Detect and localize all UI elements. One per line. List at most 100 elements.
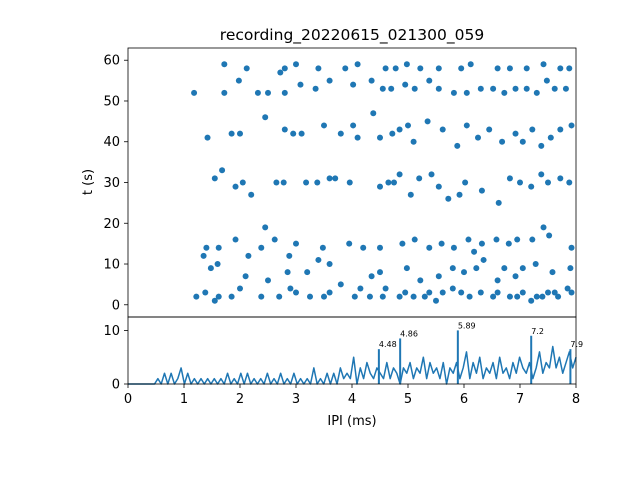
raster-point bbox=[555, 293, 562, 300]
raster-point bbox=[284, 269, 291, 276]
raster-point bbox=[379, 293, 386, 300]
raster-point bbox=[533, 89, 540, 96]
raster-point bbox=[396, 293, 403, 300]
raster-point bbox=[281, 126, 288, 133]
histogram-x-ticks: 0 1 2 3 4 5 6 7 8 bbox=[124, 384, 580, 407]
raster-point bbox=[337, 130, 344, 137]
histogram-peak-labels: 4.484.86 5.89 7.2 7.9 bbox=[377, 321, 583, 384]
raster-point bbox=[417, 277, 424, 284]
raster-point bbox=[568, 289, 575, 296]
raster-point bbox=[421, 293, 428, 300]
raster-point bbox=[433, 297, 439, 304]
raster-point bbox=[326, 289, 333, 296]
raster-point bbox=[293, 61, 299, 68]
raster-point bbox=[214, 261, 221, 268]
raster-point bbox=[506, 65, 513, 72]
raster-point bbox=[281, 65, 288, 72]
raster-point bbox=[388, 85, 395, 92]
raster-point bbox=[435, 183, 442, 190]
raster-point bbox=[557, 175, 564, 182]
raster-point bbox=[239, 179, 246, 186]
raster-point bbox=[449, 285, 456, 292]
histogram-panel: 4.484.86 5.89 7.2 7.9 0 10 0 1 2 3 4 5 6 7 8 IPI (ms… bbox=[103, 316, 583, 429]
raster-point bbox=[493, 236, 500, 243]
raster-y-tick-label: 0 bbox=[112, 298, 120, 313]
raster-point bbox=[245, 252, 252, 259]
raster-point bbox=[232, 236, 239, 243]
raster-point bbox=[505, 240, 512, 247]
raster-point bbox=[463, 89, 470, 96]
raster-point bbox=[411, 85, 418, 92]
raster-point bbox=[512, 85, 519, 92]
raster-point bbox=[568, 244, 575, 251]
raster-point bbox=[514, 293, 521, 300]
raster-y-tick-label: 30 bbox=[103, 176, 120, 191]
raster-point bbox=[519, 289, 526, 296]
raster-point bbox=[382, 65, 389, 72]
raster-point bbox=[426, 244, 433, 251]
raster-point bbox=[280, 179, 287, 186]
raster-point bbox=[366, 293, 373, 300]
raster-point bbox=[368, 77, 375, 84]
raster-point bbox=[529, 236, 536, 243]
raster-point bbox=[566, 65, 573, 72]
raster-point bbox=[546, 232, 553, 239]
raster-point bbox=[307, 293, 313, 300]
raster-point bbox=[494, 289, 501, 296]
raster-point bbox=[392, 65, 399, 72]
raster-point bbox=[357, 285, 364, 292]
raster-point bbox=[228, 293, 235, 300]
raster-point bbox=[396, 171, 403, 178]
histogram-x-tick-label: 1 bbox=[180, 392, 188, 407]
raster-point bbox=[391, 179, 397, 186]
raster-point bbox=[458, 289, 465, 296]
raster-y-tick-label: 20 bbox=[103, 217, 120, 232]
raster-point bbox=[407, 191, 414, 198]
raster-point bbox=[567, 265, 574, 272]
raster-point bbox=[499, 138, 506, 145]
raster-point bbox=[523, 65, 530, 72]
raster-point bbox=[478, 240, 485, 247]
raster-point bbox=[416, 175, 423, 182]
histogram-peak-label: 4.86 bbox=[400, 329, 418, 338]
raster-point bbox=[547, 134, 554, 141]
raster-point bbox=[477, 85, 484, 92]
raster-point bbox=[466, 293, 473, 300]
raster-point bbox=[228, 130, 235, 137]
raster-point bbox=[219, 167, 226, 174]
raster-point bbox=[566, 179, 573, 186]
raster-point bbox=[494, 65, 501, 72]
raster-point bbox=[551, 289, 558, 296]
raster-point bbox=[405, 122, 411, 129]
raster-point bbox=[465, 236, 472, 243]
raster-point bbox=[326, 261, 333, 268]
raster-point bbox=[399, 240, 406, 247]
raster-point bbox=[439, 289, 446, 296]
raster-y-tick-label: 10 bbox=[103, 258, 120, 273]
raster-point bbox=[545, 179, 551, 186]
raster-point bbox=[477, 289, 484, 296]
raster-point bbox=[326, 175, 333, 182]
histogram-peak-label: 4.48 bbox=[379, 340, 397, 349]
raster-point bbox=[221, 89, 228, 96]
raster-point bbox=[403, 61, 410, 68]
histogram-x-tick-label: 3 bbox=[292, 392, 300, 407]
raster-point bbox=[490, 85, 497, 92]
raster-point bbox=[512, 273, 519, 280]
raster-point bbox=[435, 273, 442, 280]
raster-point bbox=[495, 199, 502, 206]
raster-point bbox=[486, 126, 493, 133]
raster-point bbox=[315, 256, 322, 263]
raster-point bbox=[346, 179, 353, 186]
histogram-y-tick-label: 0 bbox=[112, 378, 120, 393]
raster-point bbox=[286, 252, 293, 259]
chart-title: recording_20220615_021300_059 bbox=[220, 26, 484, 45]
histogram-y-tick-label: 10 bbox=[103, 324, 120, 339]
raster-point bbox=[512, 130, 519, 137]
raster-point bbox=[354, 61, 361, 68]
raster-point bbox=[410, 138, 417, 145]
raster-point bbox=[287, 285, 294, 292]
raster-point bbox=[411, 236, 418, 243]
raster-point bbox=[435, 85, 442, 92]
